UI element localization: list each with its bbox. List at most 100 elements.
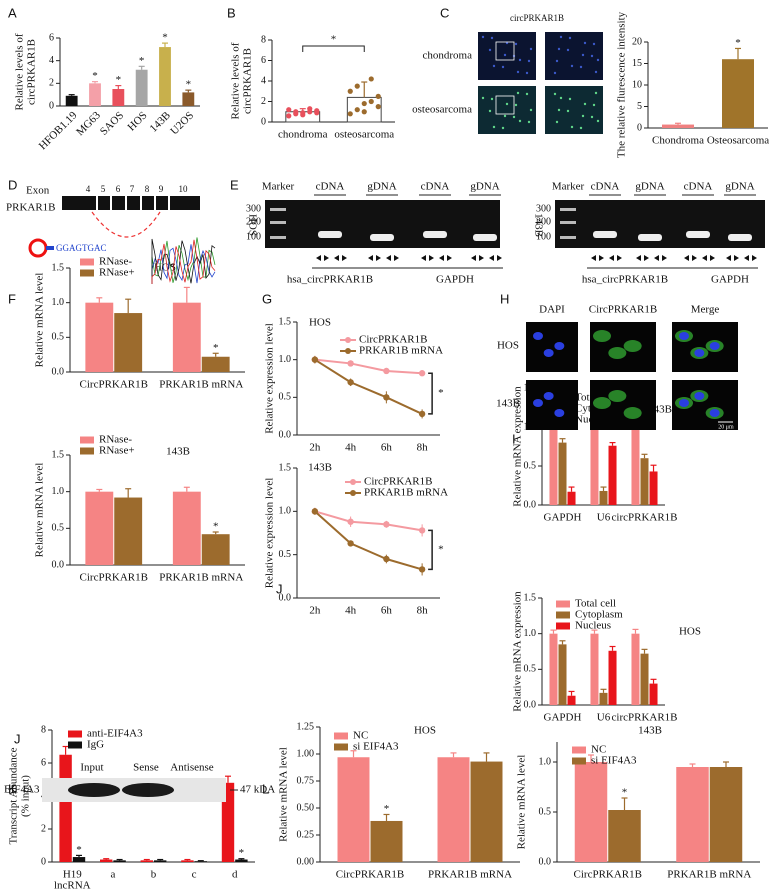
cell-dot bbox=[518, 58, 522, 62]
data-point bbox=[361, 109, 367, 115]
y-axis-label: Relative levels of bbox=[230, 42, 242, 119]
x-tick-label: 6h bbox=[381, 605, 393, 617]
y-tick-label: 1.0 bbox=[539, 756, 552, 767]
row-label: osteosarcoma bbox=[412, 104, 472, 116]
x-tick-label: circPRKAR1B bbox=[612, 512, 678, 524]
bar bbox=[709, 767, 743, 862]
x-tick-label: SAOS bbox=[98, 109, 126, 137]
exon-number: 7 bbox=[130, 184, 135, 194]
x-tick-label: CircPRKAR1B bbox=[80, 379, 148, 391]
y-tick-label: 6 bbox=[261, 55, 266, 66]
y-tick-label: 0.0 bbox=[52, 559, 65, 570]
cell-dot bbox=[505, 41, 509, 45]
significance-star: * bbox=[331, 34, 337, 46]
nucleus bbox=[709, 409, 720, 417]
cell-dot bbox=[566, 48, 570, 52]
green-signal bbox=[608, 347, 627, 359]
legend-label: NC bbox=[591, 744, 606, 756]
lane-label: gDNA bbox=[635, 181, 664, 193]
x-tick-label: GAPDH bbox=[544, 712, 582, 724]
ladder-label: 300 bbox=[536, 203, 551, 214]
data-point bbox=[368, 98, 374, 105]
significance-star: * bbox=[76, 844, 82, 856]
y-tick-label: 1.0 bbox=[52, 297, 65, 308]
significance-star: * bbox=[116, 74, 122, 86]
legend-label: si EIF4A3 bbox=[353, 741, 399, 753]
significance-star: * bbox=[213, 342, 219, 354]
legend-label: Cytoplasm bbox=[575, 609, 623, 621]
data-point bbox=[307, 106, 313, 112]
significance-star: * bbox=[735, 37, 741, 49]
cell-dot bbox=[555, 120, 559, 124]
row-label: chondroma bbox=[423, 50, 473, 62]
panel-letter: I bbox=[512, 431, 516, 446]
y-tick-label: 6 bbox=[49, 32, 54, 43]
y-tick-label: 2 bbox=[49, 78, 54, 89]
x-tick-label: c bbox=[192, 869, 197, 881]
data-point bbox=[286, 113, 292, 119]
bar bbox=[549, 633, 558, 705]
zoom-box bbox=[495, 41, 515, 61]
bar bbox=[599, 692, 608, 705]
lane-label: cDNA bbox=[421, 181, 450, 193]
target-label: hsa_circPRKAR1B bbox=[582, 274, 668, 286]
legend-swatch bbox=[68, 730, 82, 738]
significance-star: * bbox=[384, 803, 390, 815]
data-point bbox=[361, 100, 367, 107]
nucleus bbox=[533, 332, 543, 340]
x-tick-label: 4h bbox=[345, 605, 357, 617]
y-tick-label: 0.00 bbox=[297, 856, 315, 867]
bar bbox=[112, 89, 125, 106]
blot-band bbox=[122, 783, 174, 797]
bar bbox=[590, 427, 599, 505]
primer-arrows bbox=[591, 255, 622, 261]
significance-bracket bbox=[302, 45, 365, 52]
micrograph bbox=[526, 322, 578, 372]
x-tick-label: CircPRKAR1B bbox=[80, 572, 148, 584]
exon-number: 5 bbox=[101, 184, 106, 194]
lane-label: Marker bbox=[552, 181, 585, 193]
subtitle: HOS bbox=[679, 626, 701, 638]
significance-star: * bbox=[239, 847, 245, 859]
size-label: 47 kDA bbox=[240, 784, 275, 796]
y-tick-label: 1.5 bbox=[279, 316, 292, 327]
y-tick-label: 0.5 bbox=[279, 549, 292, 560]
bar bbox=[608, 650, 617, 705]
marker bbox=[383, 521, 390, 528]
cell-dot bbox=[592, 42, 596, 46]
significance-star: * bbox=[213, 521, 219, 533]
y-tick-label: 2 bbox=[41, 823, 46, 834]
legend-marker bbox=[345, 337, 351, 343]
lane-label: cDNA bbox=[591, 181, 620, 193]
cell-dot bbox=[568, 97, 572, 101]
y-tick-label: 0.0 bbox=[279, 592, 292, 603]
chromatogram-trace bbox=[151, 238, 216, 284]
chromatogram-trace bbox=[151, 244, 216, 284]
cell-dot bbox=[583, 41, 587, 45]
exon-label: Exon bbox=[26, 185, 50, 197]
y-tick-label: 0.5 bbox=[539, 806, 552, 817]
cell-dot bbox=[579, 126, 583, 130]
legend-swatch bbox=[556, 600, 570, 608]
cell-dot bbox=[525, 92, 529, 96]
cell-dot bbox=[503, 53, 507, 57]
cell-dot bbox=[568, 36, 572, 40]
green-signal bbox=[593, 397, 611, 409]
cell-dot bbox=[488, 109, 492, 113]
y-axis-label: Relative mRNA level bbox=[278, 747, 290, 842]
protein-label: EIF4A3 bbox=[4, 784, 40, 796]
significance-star: * bbox=[162, 32, 168, 44]
ladder-label: 300 bbox=[246, 203, 261, 214]
green-signal bbox=[593, 330, 611, 342]
legend-label: PRKAR1B mRNA bbox=[364, 487, 448, 499]
cell-dot bbox=[529, 108, 533, 112]
data-point bbox=[293, 109, 299, 115]
x-tick-label: HFOB1.19 bbox=[37, 109, 80, 152]
blot-band bbox=[68, 783, 120, 797]
y-tick-label: 4 bbox=[49, 55, 54, 66]
y-tick-label: 1.0 bbox=[524, 628, 537, 639]
cell-dot bbox=[529, 47, 533, 51]
legend-swatch bbox=[334, 732, 348, 740]
lane-label: Sense bbox=[133, 762, 159, 774]
y-axis-label: circPRKAR1B bbox=[26, 39, 38, 105]
